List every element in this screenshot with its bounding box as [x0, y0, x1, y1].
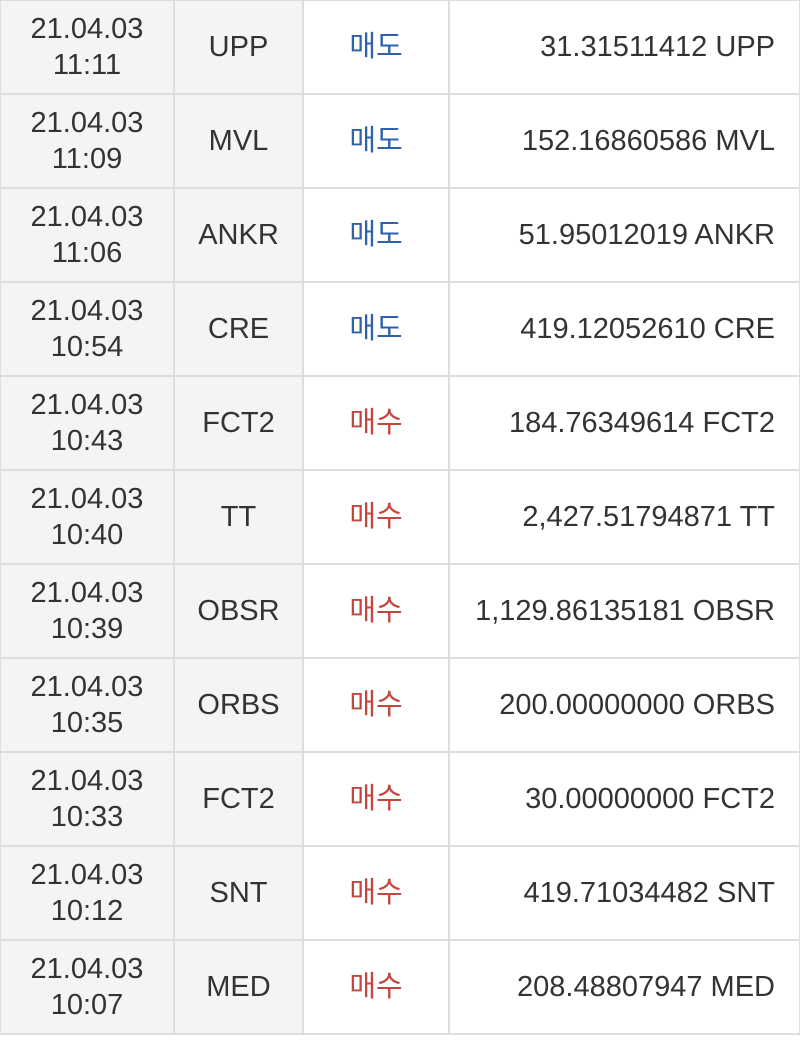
trade-type-cell: 매수: [302, 469, 450, 565]
trade-type-cell: 매수: [302, 939, 450, 1035]
trade-type-cell: 매도: [302, 0, 450, 95]
coin-cell: FCT2: [173, 375, 304, 471]
amount-cell: 419.71034482 SNT: [448, 845, 800, 941]
datetime-cell: 21.04.03 10:39: [0, 563, 175, 659]
trade-type-cell: 매수: [302, 657, 450, 753]
table-row[interactable]: 21.04.03 11:06 ANKR 매도 51.95012019 ANKR: [0, 187, 800, 283]
trade-type-cell: 매수: [302, 375, 450, 471]
table-row[interactable]: 21.04.03 11:11 UPP 매도 31.31511412 UPP: [0, 0, 800, 95]
date: 21.04.03: [30, 671, 144, 703]
date: 21.04.03: [30, 765, 144, 797]
table-row[interactable]: 21.04.03 10:39 OBSR 매수 1,129.86135181 OBSR: [0, 563, 800, 659]
datetime-cell: 21.04.03 10:54: [0, 281, 175, 377]
time: 10:43: [50, 425, 124, 457]
datetime-cell: 21.04.03 11:11: [0, 0, 175, 95]
amount-cell: 2,427.51794871 TT: [448, 469, 800, 565]
table-row[interactable]: 21.04.03 10:35 ORBS 매수 200.00000000 ORBS: [0, 657, 800, 753]
trade-type-cell: 매수: [302, 751, 450, 847]
amount-cell: 208.48807947 MED: [448, 939, 800, 1035]
trade-type-cell: 매수: [302, 563, 450, 659]
trade-type-cell: 매수: [302, 845, 450, 941]
amount-cell: 31.31511412 UPP: [448, 0, 800, 95]
datetime-cell: 21.04.03 10:35: [0, 657, 175, 753]
amount-cell: 30.00000000 FCT2: [448, 751, 800, 847]
date: 21.04.03: [30, 13, 144, 45]
coin-cell: ORBS: [173, 657, 304, 753]
date: 21.04.03: [30, 483, 144, 515]
amount-cell: 419.12052610 CRE: [448, 281, 800, 377]
table-row[interactable]: 21.04.03 10:54 CRE 매도 419.12052610 CRE: [0, 281, 800, 377]
time: 10:54: [50, 331, 124, 363]
coin-cell: SNT: [173, 845, 304, 941]
trade-type-cell: 매도: [302, 93, 450, 189]
coin-cell: MED: [173, 939, 304, 1035]
amount-cell: 200.00000000 ORBS: [448, 657, 800, 753]
datetime-cell: 21.04.03 10:40: [0, 469, 175, 565]
datetime-cell: 21.04.03 11:09: [0, 93, 175, 189]
date: 21.04.03: [30, 953, 144, 985]
table-row[interactable]: 21.04.03 11:09 MVL 매도 152.16860586 MVL: [0, 93, 800, 189]
datetime-cell: 21.04.03 10:33: [0, 751, 175, 847]
amount-cell: 51.95012019 ANKR: [448, 187, 800, 283]
coin-cell: CRE: [173, 281, 304, 377]
coin-cell: UPP: [173, 0, 304, 95]
date: 21.04.03: [30, 859, 144, 891]
time: 11:09: [51, 143, 123, 175]
table-row[interactable]: 21.04.03 10:12 SNT 매수 419.71034482 SNT: [0, 845, 800, 941]
amount-cell: 152.16860586 MVL: [448, 93, 800, 189]
amount-cell: 1,129.86135181 OBSR: [448, 563, 800, 659]
coin-cell: MVL: [173, 93, 304, 189]
date: 21.04.03: [30, 201, 144, 233]
table-row[interactable]: 21.04.03 10:07 MED 매수 208.48807947 MED: [0, 939, 800, 1035]
datetime-cell: 21.04.03 10:12: [0, 845, 175, 941]
trade-type-cell: 매도: [302, 187, 450, 283]
trade-type-cell: 매도: [302, 281, 450, 377]
amount-cell: 184.76349614 FCT2: [448, 375, 800, 471]
coin-cell: ANKR: [173, 187, 304, 283]
time: 10:35: [50, 707, 124, 739]
time: 10:39: [50, 613, 124, 645]
datetime-cell: 21.04.03 11:06: [0, 187, 175, 283]
time: 10:12: [50, 895, 124, 927]
time: 10:07: [50, 989, 124, 1021]
date: 21.04.03: [30, 107, 144, 139]
datetime-cell: 21.04.03 10:07: [0, 939, 175, 1035]
date: 21.04.03: [30, 389, 144, 421]
time: 11:11: [52, 49, 122, 81]
coin-cell: TT: [173, 469, 304, 565]
table-row[interactable]: 21.04.03 10:43 FCT2 매수 184.76349614 FCT2: [0, 375, 800, 471]
date: 21.04.03: [30, 295, 144, 327]
time: 10:33: [50, 801, 124, 833]
time: 11:06: [51, 237, 123, 269]
table-row[interactable]: 21.04.03 10:40 TT 매수 2,427.51794871 TT: [0, 469, 800, 565]
date: 21.04.03: [30, 577, 144, 609]
coin-cell: FCT2: [173, 751, 304, 847]
datetime-cell: 21.04.03 10:43: [0, 375, 175, 471]
coin-cell: OBSR: [173, 563, 304, 659]
table-row[interactable]: 21.04.03 10:33 FCT2 매수 30.00000000 FCT2: [0, 751, 800, 847]
time: 10:40: [50, 519, 124, 551]
